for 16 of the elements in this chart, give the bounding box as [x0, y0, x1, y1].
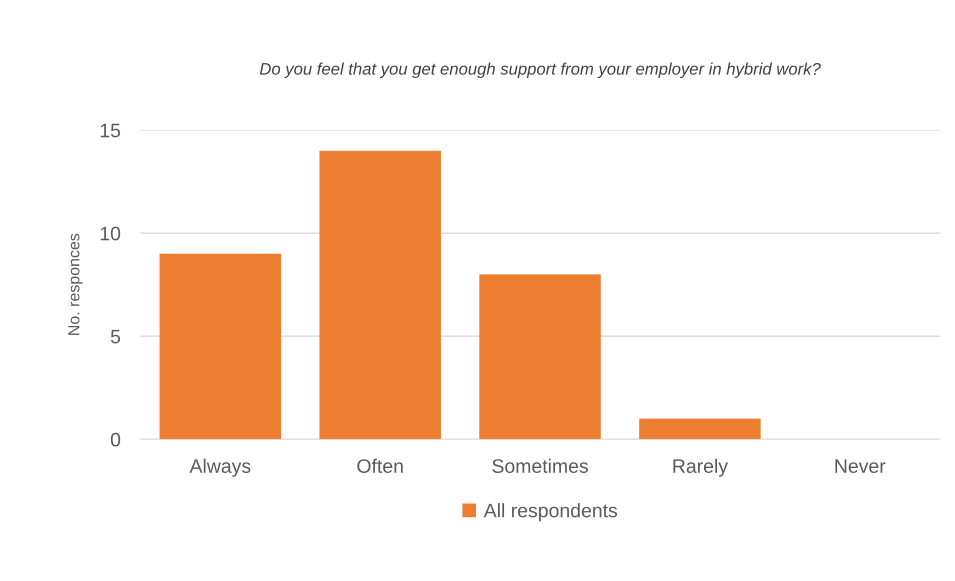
chart-title: Do you feel that you get enough support from your employer in hybrid work?	[260, 62, 821, 78]
bar	[319, 150, 441, 440]
x-tick-label: Often	[357, 458, 403, 473]
y-tick-label: 15	[100, 124, 120, 138]
y-tick-label: 0	[110, 432, 120, 446]
y-axis-title: No. responces	[68, 234, 83, 335]
x-tick-label: Sometimes	[492, 458, 588, 473]
bar	[160, 254, 282, 440]
x-tick-label: Always	[190, 458, 250, 477]
y-tick-label: 10	[100, 226, 120, 240]
legend-label: All respondents	[484, 503, 618, 522]
bar	[639, 418, 761, 440]
bar	[479, 274, 601, 440]
y-tick-label: 5	[110, 330, 120, 344]
x-tick-label: Never	[835, 459, 886, 473]
x-tick-label: Rarely	[673, 458, 728, 477]
